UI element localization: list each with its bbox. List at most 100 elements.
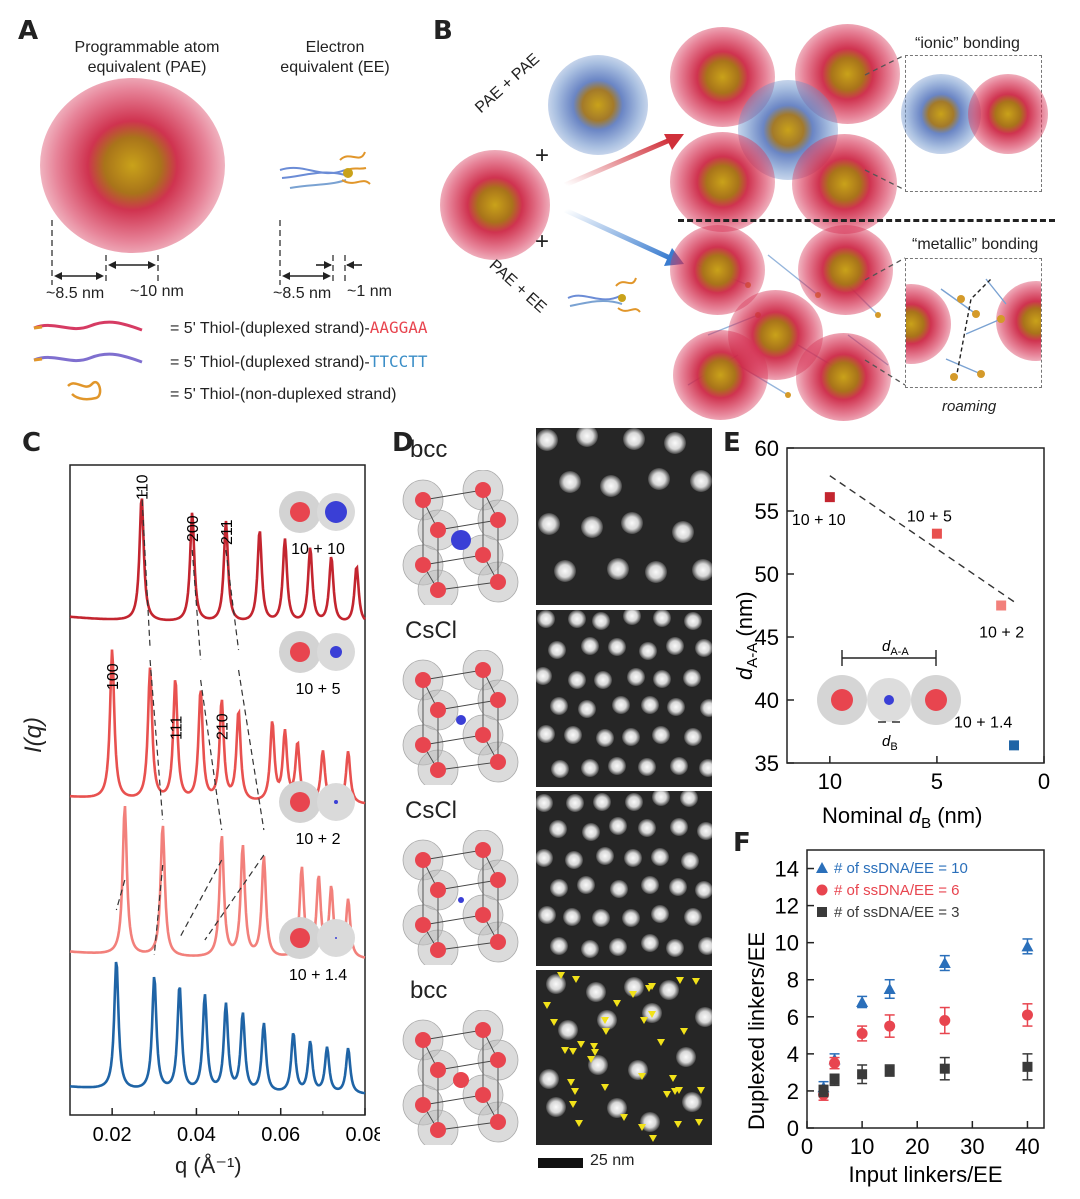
lattice-atom: [430, 942, 446, 958]
nanoparticle-spot: [594, 670, 613, 689]
saxs-trace-3: [69, 805, 366, 959]
nanoparticle-spot: [536, 793, 554, 812]
panel-label-a: A: [18, 16, 39, 46]
nanoparticle-spot: [537, 906, 556, 925]
peak-guide-line: [179, 859, 223, 939]
lattice-atom: [415, 852, 431, 868]
metallic-lattice: [670, 225, 893, 421]
marker-arrowhead: [589, 1042, 598, 1050]
nanoparticle-spot: [580, 939, 599, 958]
point-label: 10 + 5: [907, 509, 952, 526]
pae-particle: [40, 78, 225, 253]
nanoparticle-spot: [576, 428, 599, 448]
legend-text: = 5' Thiol-(duplexed strand)-: [170, 320, 370, 337]
saxs-trace-1: [69, 498, 367, 622]
nanoparticle-spot: [548, 640, 567, 659]
marker-arrowhead: [570, 1088, 579, 1096]
panel-label-b: B: [433, 16, 453, 46]
nanoparticle-spot: [596, 728, 615, 747]
marker-arrowhead: [663, 1090, 672, 1098]
peak-guide-line: [225, 549, 240, 651]
nanoparticle-spot: [676, 1047, 697, 1068]
inset-core-a: [290, 502, 310, 522]
nanoparticle-spot: [591, 909, 610, 928]
legend-row-nonduplexed: = 5' Thiol-(non-duplexed strand): [170, 386, 396, 404]
nanoparticle-spot: [624, 849, 643, 867]
marker-arrowhead: [675, 1086, 684, 1094]
nanoparticle-spot: [681, 1091, 702, 1112]
data-point-circle: [829, 1057, 841, 1069]
nanoparticle-spot: [580, 516, 603, 539]
pae-title-line2: equivalent (PAE): [87, 59, 207, 76]
peak-label: 200: [185, 515, 202, 542]
zoom-lines-bottom: [864, 257, 906, 386]
strand-legend-icons: [33, 320, 143, 401]
nanoparticle-spot: [638, 818, 656, 837]
data-point-triangle: [1021, 940, 1034, 952]
ee-strand-dim: ~1 nm: [347, 283, 392, 300]
pae-b-blue: [548, 55, 648, 155]
data-point-circle: [856, 1027, 868, 1039]
lattice-atom: [415, 917, 431, 933]
inset-core-b: [884, 695, 894, 705]
nanoparticle-spot: [626, 668, 645, 687]
pae-title-line1: Programmable atom: [74, 39, 220, 56]
data-point-square: [1022, 1061, 1033, 1072]
inset-core-a: [290, 928, 310, 948]
peak-label: 111: [168, 716, 185, 740]
nanoparticle-spot: [691, 558, 712, 581]
nanoparticle-spot: [672, 521, 695, 544]
center-atom: [458, 897, 464, 903]
nanoparticle-spot: [550, 759, 569, 778]
row4-lattice-name: bcc: [410, 977, 448, 1004]
lattice-atom: [430, 582, 446, 598]
nanoparticle-spot: [582, 822, 601, 841]
marker-arrowhead: [695, 1119, 704, 1127]
y-tick-label: 35: [755, 751, 779, 776]
lattice-atom: [475, 1087, 491, 1103]
nanoparticle-spot: [697, 822, 712, 841]
nanoparticle-spot: [681, 851, 700, 870]
nanoparticle-spot: [650, 904, 669, 923]
legend-label: # of ssDNA/EE = 6: [834, 882, 959, 899]
route-arrows: [563, 134, 684, 266]
nanoparticle-spot: [641, 934, 660, 953]
row1-lattice-name: bcc: [410, 436, 448, 463]
nanoparticle-spot: [536, 849, 554, 868]
marker-arrowhead: [600, 1084, 609, 1092]
legend-row-aaggaa: = 5' Thiol-(duplexed strand)-AAGGAA: [170, 318, 428, 338]
plus-top: +: [535, 142, 550, 169]
x-tick-label: 0: [801, 1134, 813, 1159]
nanoparticle-spot: [608, 756, 627, 775]
point-label: 10 + 2: [979, 625, 1024, 642]
nanoparticle-spot: [653, 669, 672, 688]
nanoparticle-spot: [668, 877, 687, 896]
data-point: [996, 600, 1007, 611]
y-tick-label: 60: [755, 436, 779, 461]
nanoparticle-spot: [610, 880, 629, 899]
lattice-atom: [415, 1032, 431, 1048]
nanoparticle-spot: [698, 936, 712, 955]
lattice-atom: [415, 557, 431, 573]
x-tick-label: 10: [818, 769, 842, 794]
x-axis-label-sub: B: [921, 815, 931, 830]
peak-label: 210: [215, 713, 232, 740]
row2-lattice-name: CsCl: [405, 617, 457, 644]
nanoparticle-spot: [608, 817, 627, 836]
y-tick-label: 40: [755, 688, 779, 713]
data-point-square: [884, 1065, 895, 1076]
ee-core-dim: ~8.5 nm: [273, 285, 332, 302]
peak-guide-line: [141, 489, 151, 649]
nanoparticle-spot: [563, 908, 582, 927]
legend-label: # of ssDNA/EE = 3: [834, 904, 959, 921]
nanoparticle-spot: [622, 908, 641, 927]
inset-label-daa: dA-A: [882, 638, 909, 658]
nanoparticle-spot: [659, 979, 679, 1000]
marker-arrowhead: [648, 982, 657, 990]
ionic-bonding-label: “ionic” bonding: [915, 35, 1020, 52]
nanoparticle-spot: [623, 428, 646, 451]
lattice-atom: [490, 512, 506, 528]
metallic-zoom-box: [905, 258, 1042, 388]
x-tick-label: 0.08: [346, 1124, 380, 1146]
panel-label-f: F: [733, 828, 751, 858]
